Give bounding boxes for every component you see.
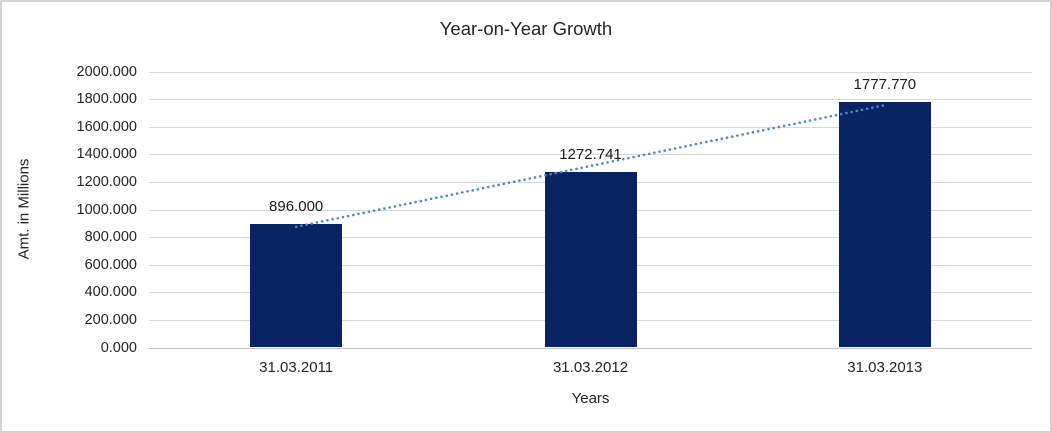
y-tick-label: 1600.000 bbox=[76, 118, 137, 135]
bar-data-label: 1777.770 bbox=[853, 76, 917, 94]
y-axis-title-text: Amt. in Millions bbox=[15, 158, 33, 260]
bar-31.03.2011 bbox=[250, 223, 343, 348]
bar-31.03.2012 bbox=[544, 171, 637, 348]
y-tick-label: 600.000 bbox=[84, 256, 137, 273]
y-tick-label: 400.000 bbox=[84, 284, 137, 301]
y-tick-label: 0.000 bbox=[100, 339, 137, 356]
y-tick-label: 200.000 bbox=[84, 311, 137, 328]
y-tick-label: 2000.000 bbox=[76, 63, 137, 80]
x-tick-label: 31.03.2012 bbox=[552, 358, 629, 376]
y-tick-label: 1800.000 bbox=[76, 91, 137, 108]
chart-title: Year-on-Year Growth bbox=[439, 18, 613, 39]
x-axis-title: Years bbox=[571, 389, 610, 407]
bar-31.03.2013 bbox=[838, 102, 931, 348]
gridline bbox=[149, 71, 1032, 73]
x-tick-label: 31.03.2011 bbox=[259, 358, 334, 376]
x-tick-label: 31.03.2013 bbox=[847, 358, 923, 376]
bar-data-label: 1272.741 bbox=[559, 145, 622, 163]
y-tick-label: 800.000 bbox=[84, 229, 137, 246]
y-tick-label: 1000.000 bbox=[76, 201, 137, 218]
gridline bbox=[149, 99, 1032, 101]
bar-data-label: 896.000 bbox=[269, 197, 324, 215]
y-tick-label: 1400.000 bbox=[76, 146, 137, 163]
x-axis-line bbox=[149, 347, 1032, 349]
y-tick-label: 1200.000 bbox=[76, 173, 137, 190]
